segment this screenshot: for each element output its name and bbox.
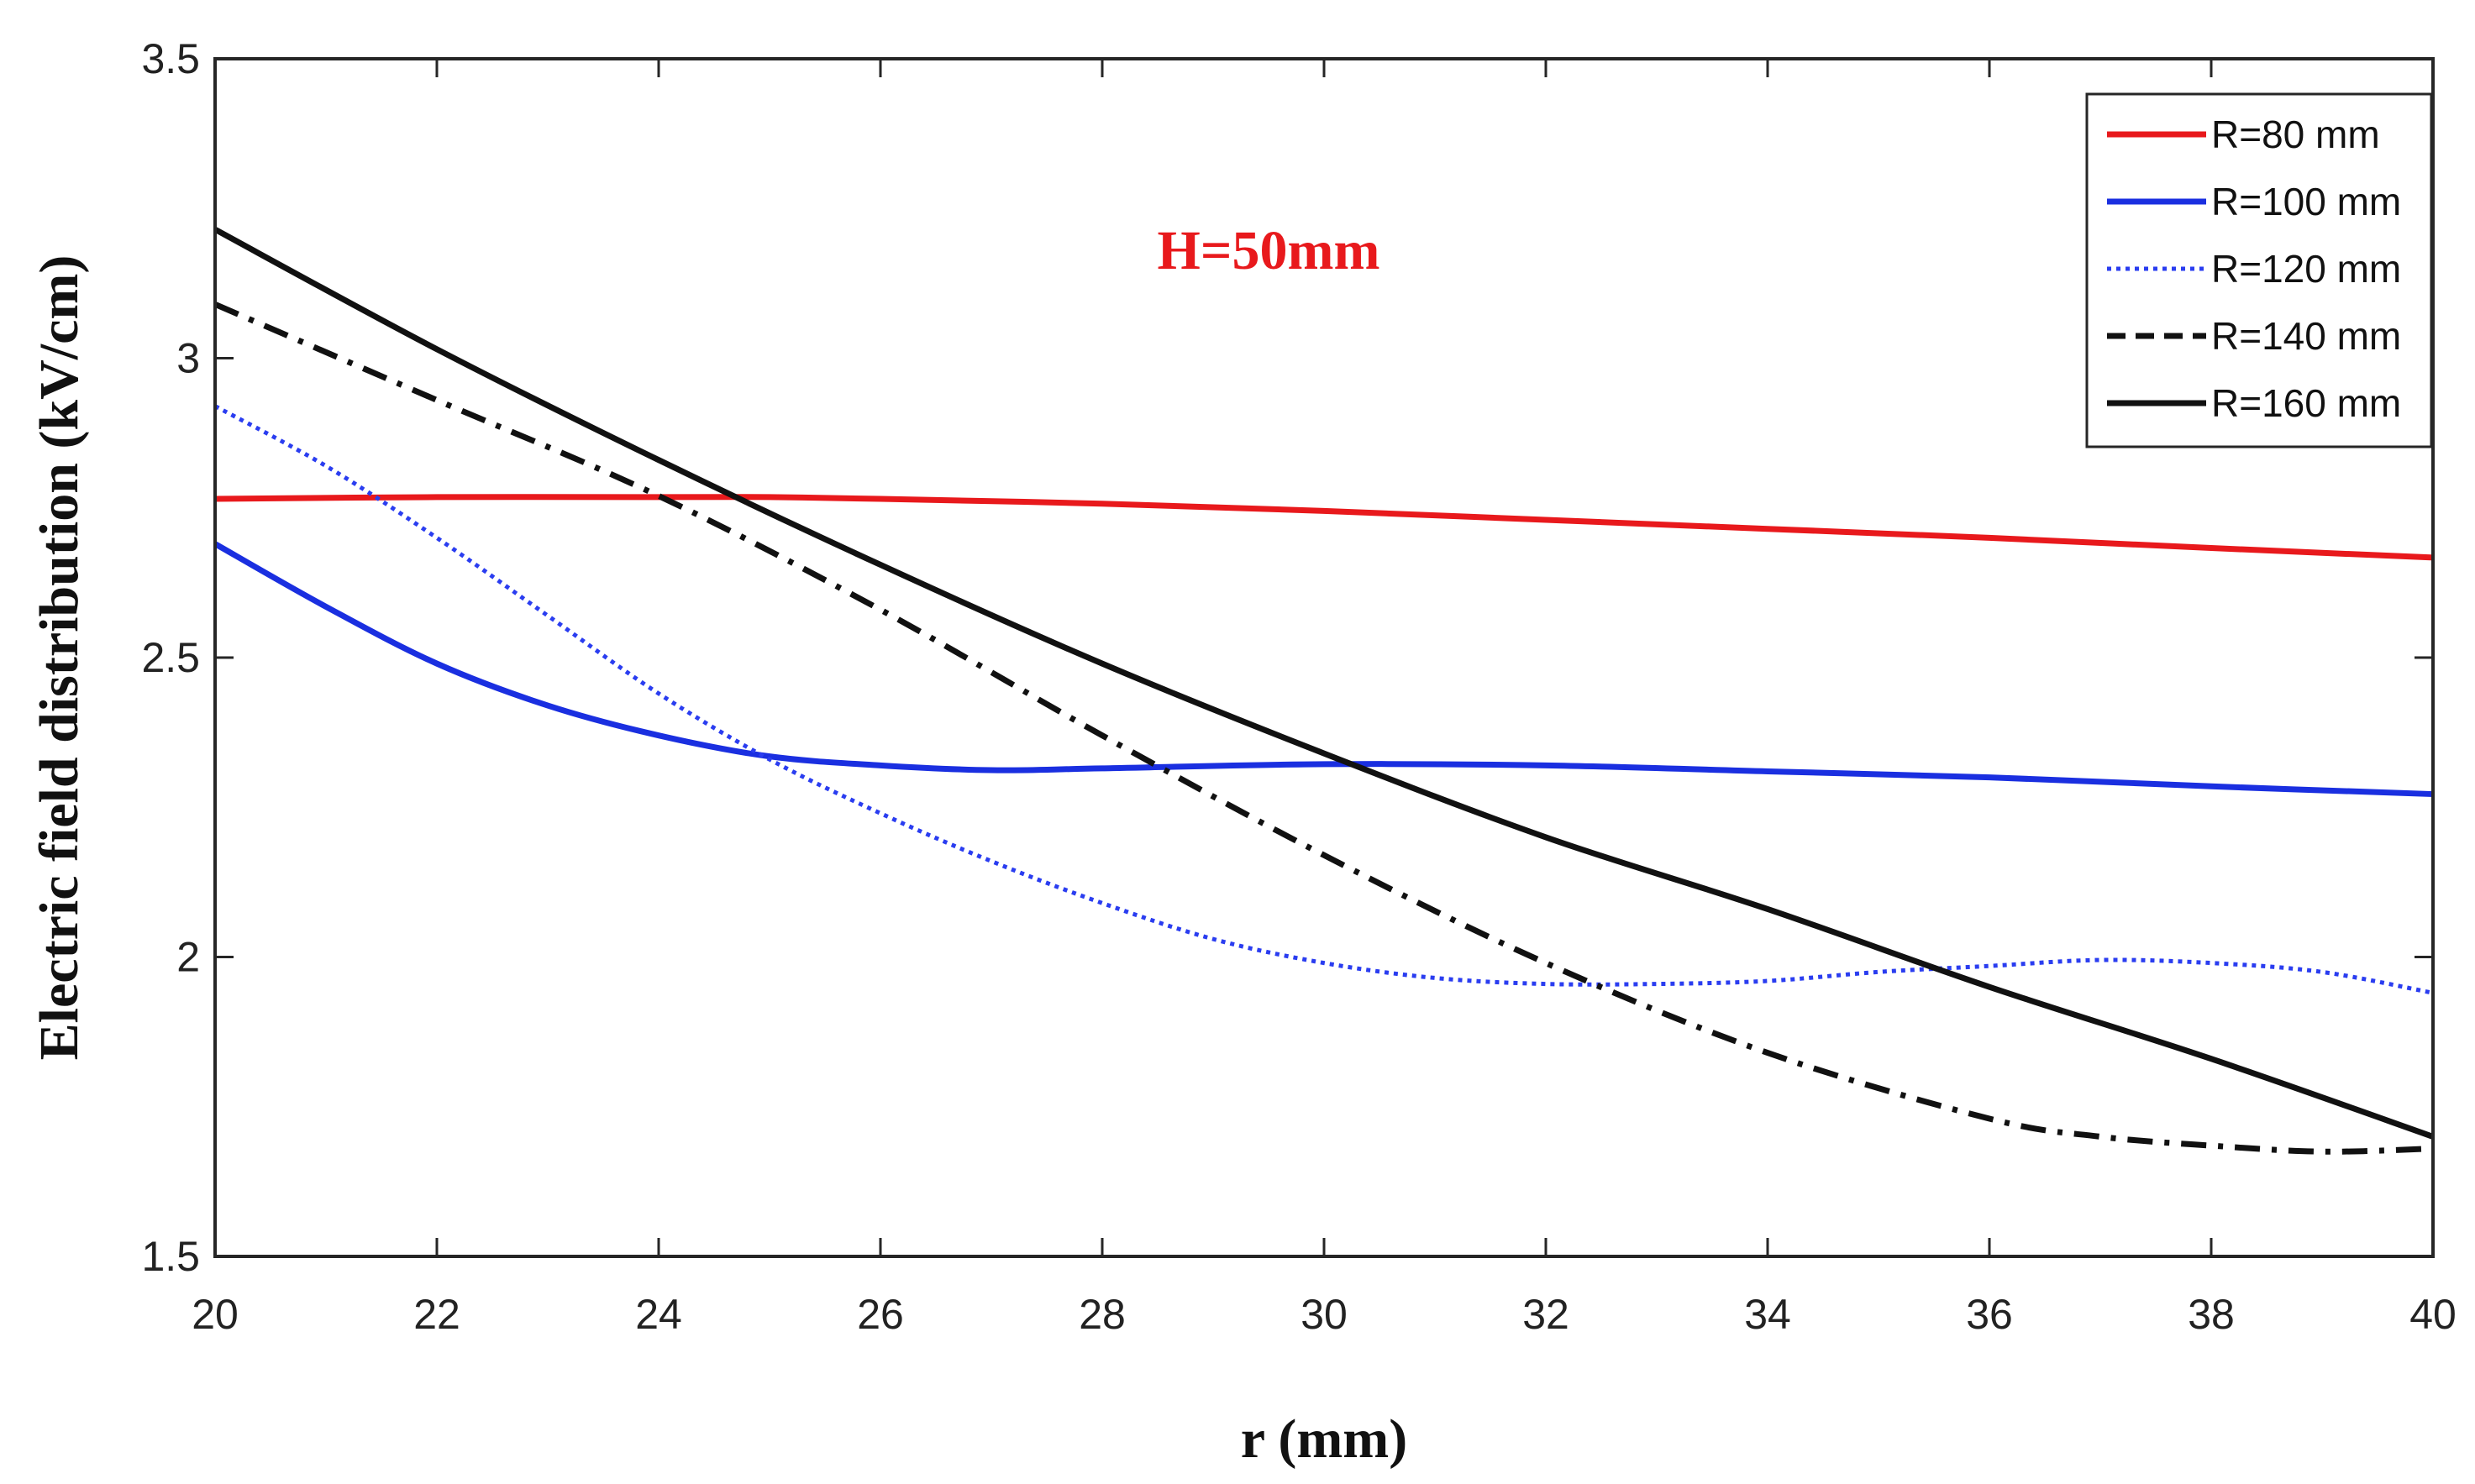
legend-label-2: R=100 mm: [2211, 180, 2401, 223]
series-line-5: [213, 227, 2435, 1140]
x-tick-label: 20: [192, 1291, 239, 1338]
series-layer: [213, 227, 2435, 1155]
x-tick-label: 32: [1522, 1291, 1569, 1338]
legend-label-3: R=120 mm: [2211, 247, 2401, 291]
legend-label-5: R=160 mm: [2211, 381, 2401, 425]
annotation-label: H=50mm: [1158, 220, 1380, 281]
y-tick-label: 2: [176, 934, 200, 981]
x-tick-label: 38: [2188, 1291, 2235, 1338]
series-line-2: [213, 541, 2434, 798]
legend-label-1: R=80 mm: [2211, 113, 2380, 156]
y-tick-label: 3: [176, 335, 200, 382]
plot-background: [215, 59, 2433, 1256]
plot-area: [215, 59, 2433, 1256]
y-tick-label: 2.5: [141, 634, 200, 681]
x-tick-label: 34: [1744, 1291, 1791, 1338]
axes: [213, 57, 2435, 1258]
x-tick-label: 26: [857, 1291, 904, 1338]
x-tick-label: 30: [1301, 1291, 1348, 1338]
x-axis-title: r (mm): [1241, 1408, 1408, 1470]
legend: R=80 mm R=100 mm R=120 mm R=140 mm R=160 mm: [2085, 92, 2433, 448]
y-tick-label: 3.5: [141, 35, 200, 82]
legend-label-4: R=140 mm: [2211, 314, 2401, 358]
x-tick-label: 28: [1079, 1291, 1126, 1338]
x-tick-label: 24: [635, 1291, 682, 1338]
x-tick-label: 22: [413, 1291, 460, 1338]
y-axis-title: Electric field distribution (kV/cm): [29, 255, 90, 1061]
x-tick-label: 36: [1966, 1291, 2013, 1338]
series-line-1: [214, 494, 2434, 561]
series-line-3: [213, 404, 2434, 995]
x-tick-label: 40: [2409, 1291, 2457, 1338]
tick-labels: 20 22 24 26 28 30 32 34 36 38 40 1.5 2 2.5 3 3.5: [141, 35, 2456, 1338]
y-tick-label: 1.5: [141, 1233, 200, 1280]
